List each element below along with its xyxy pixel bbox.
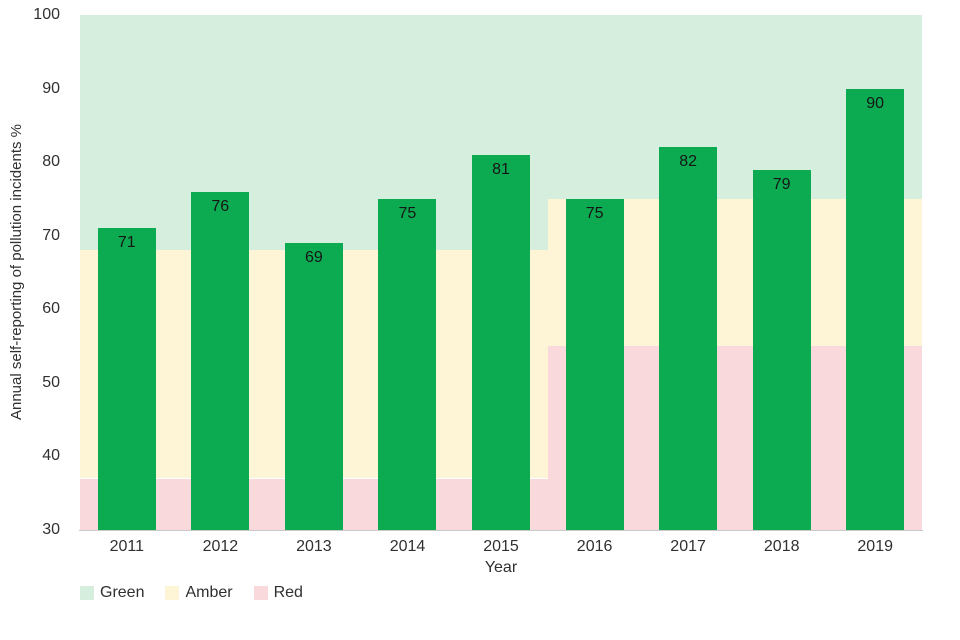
bar-value-2016: 75 — [585, 204, 604, 222]
x-tick-2013: 2013 — [296, 538, 332, 555]
x-tick-2018: 2018 — [763, 538, 800, 555]
legend-item-amber: Amber — [165, 584, 233, 602]
bar-2013 — [284, 243, 343, 530]
bar-2017 — [659, 147, 718, 530]
band-green-2011 — [80, 15, 548, 251]
y-tick-50: 50 — [42, 373, 60, 391]
bar-value-2014: 75 — [398, 204, 417, 222]
legend-swatch-red — [253, 586, 268, 600]
x-tick-2017: 2017 — [670, 538, 706, 555]
bar-2019 — [846, 88, 905, 530]
legend-label-amber: Amber — [185, 584, 233, 601]
x-axis-line — [79, 530, 923, 531]
legend-swatch-amber — [165, 586, 180, 600]
bar-2011 — [97, 228, 156, 530]
x-tick-2019: 2019 — [857, 538, 893, 555]
legend-swatch-green — [80, 586, 94, 600]
bar-2016 — [565, 198, 624, 530]
x-tick-2015: 2015 — [483, 538, 519, 555]
bar-value-2018: 79 — [772, 175, 791, 193]
bar-2012 — [191, 191, 250, 530]
y-tick-100: 100 — [33, 6, 60, 23]
legend-label-red: Red — [273, 584, 303, 601]
bar-value-2019: 90 — [866, 94, 885, 112]
bar-value-2012: 76 — [211, 197, 230, 215]
x-tick-2016: 2016 — [576, 538, 613, 555]
y-tick-30: 30 — [42, 521, 60, 538]
x-tick-2011: 2011 — [109, 538, 144, 555]
y-tick-40: 40 — [42, 447, 60, 465]
bar-2014 — [378, 198, 437, 530]
legend-item-green: Green — [80, 584, 144, 602]
y-tick-90: 90 — [42, 79, 60, 97]
legend-label-green: Green — [100, 584, 145, 601]
bar-2018 — [752, 169, 811, 530]
legend: Green Amber Red — [80, 584, 303, 602]
bar-value-2013: 69 — [304, 249, 323, 267]
y-tick-60: 60 — [42, 300, 60, 318]
x-tick-2012: 2012 — [202, 538, 239, 555]
y-axis-title-container: Annual self-reporting of pollution incid… — [4, 15, 28, 530]
y-axis-title: Annual self-reporting of pollution incid… — [7, 124, 25, 421]
y-tick-70: 70 — [42, 226, 60, 244]
x-tick-2014: 2014 — [389, 538, 426, 555]
x-axis-title: Year — [484, 559, 518, 576]
legend-item-red: Red — [253, 584, 303, 602]
bar-value-2011: 71 — [117, 234, 136, 252]
bar-value-2015: 81 — [492, 160, 510, 178]
y-tick-80: 80 — [42, 153, 60, 171]
bar-2015 — [472, 154, 530, 530]
bar-value-2017: 82 — [679, 153, 697, 171]
